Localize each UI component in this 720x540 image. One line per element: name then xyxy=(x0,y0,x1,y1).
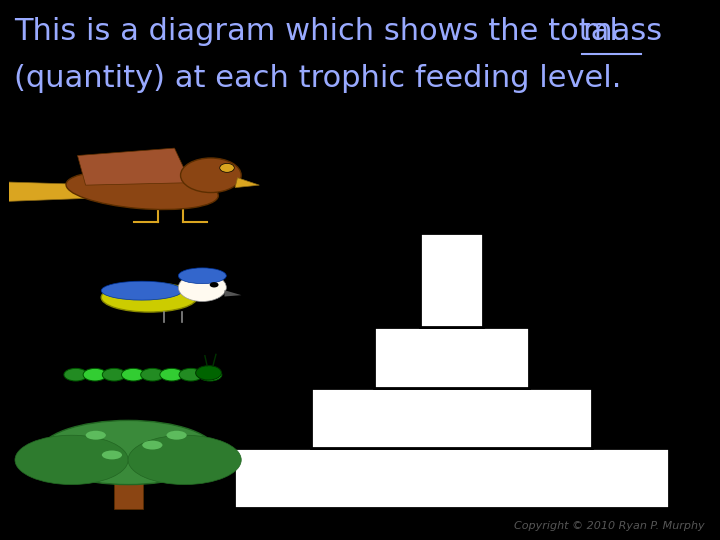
Ellipse shape xyxy=(83,368,107,381)
Ellipse shape xyxy=(64,368,88,381)
Ellipse shape xyxy=(166,431,186,440)
Polygon shape xyxy=(225,290,241,296)
Ellipse shape xyxy=(128,435,241,484)
Ellipse shape xyxy=(143,441,163,449)
Ellipse shape xyxy=(102,450,122,460)
Ellipse shape xyxy=(210,282,219,287)
Text: mass: mass xyxy=(582,17,662,46)
Bar xyxy=(420,233,483,327)
Text: This is a diagram which shows the total: This is a diagram which shows the total xyxy=(14,17,628,46)
Polygon shape xyxy=(78,148,191,185)
Bar xyxy=(374,327,528,388)
Text: 17: 17 xyxy=(557,163,683,260)
Bar xyxy=(114,465,143,509)
Ellipse shape xyxy=(198,368,222,381)
Ellipse shape xyxy=(39,421,217,484)
Text: (quantity) at each trophic feeding level.: (quantity) at each trophic feeding level… xyxy=(14,64,622,93)
Polygon shape xyxy=(0,181,110,202)
Ellipse shape xyxy=(102,283,197,312)
Ellipse shape xyxy=(86,431,106,440)
Text: Caterpillar: Caterpillar xyxy=(30,369,154,389)
Ellipse shape xyxy=(196,366,222,380)
Ellipse shape xyxy=(181,158,241,193)
Ellipse shape xyxy=(66,171,218,210)
Ellipse shape xyxy=(179,274,226,301)
Bar xyxy=(233,448,669,508)
Ellipse shape xyxy=(15,435,128,484)
Text: Oak tree: Oak tree xyxy=(30,485,131,505)
Ellipse shape xyxy=(179,368,202,381)
Polygon shape xyxy=(235,178,259,187)
Text: Sparrowhawk: Sparrowhawk xyxy=(30,197,190,217)
Ellipse shape xyxy=(160,368,184,381)
Ellipse shape xyxy=(220,164,234,172)
Ellipse shape xyxy=(102,281,182,300)
Bar xyxy=(311,388,592,448)
Text: Bluetit: Bluetit xyxy=(30,292,109,312)
Ellipse shape xyxy=(122,368,145,381)
Ellipse shape xyxy=(102,368,126,381)
Ellipse shape xyxy=(179,268,226,284)
Ellipse shape xyxy=(140,368,164,381)
Text: Copyright © 2010 Ryan P. Murphy: Copyright © 2010 Ryan P. Murphy xyxy=(513,522,704,531)
